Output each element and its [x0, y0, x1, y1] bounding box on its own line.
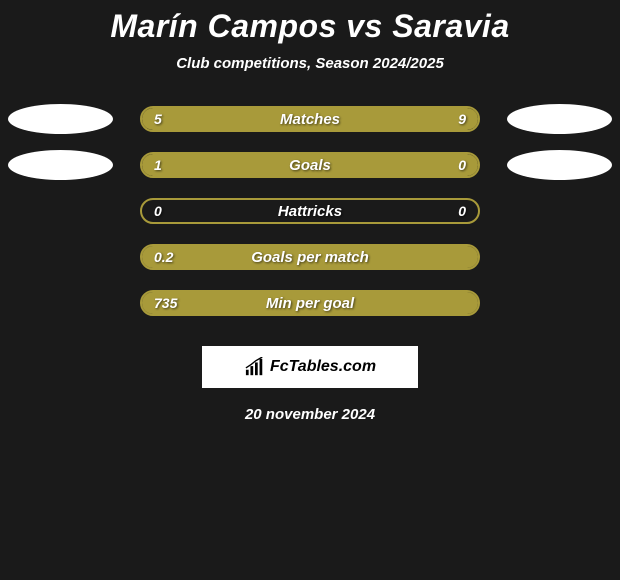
stat-bar-right	[401, 154, 478, 176]
stat-bar-track: 735Min per goal	[140, 290, 480, 316]
stat-value-right: 9	[458, 108, 466, 130]
page-title: Marín Campos vs Saravia	[0, 8, 620, 45]
stat-row: 10Goals	[0, 150, 620, 196]
player-right-ellipse	[507, 104, 612, 134]
player-left-ellipse	[8, 150, 113, 180]
stat-label: Hattricks	[142, 200, 478, 222]
stat-bar-fill	[142, 246, 478, 268]
player-left-ellipse	[8, 104, 113, 134]
stats-container: 59Matches10Goals00Hattricks0.2Goals per …	[0, 104, 620, 334]
stat-value-right: 0	[458, 154, 466, 176]
stat-row: 59Matches	[0, 104, 620, 150]
date-label: 20 november 2024	[0, 406, 620, 423]
stat-bar-track: 0 0Hattricks	[140, 198, 480, 224]
stat-bar-right	[266, 108, 478, 130]
stat-bar-left	[142, 154, 401, 176]
stat-bar-fill	[142, 292, 478, 314]
stat-bar-track: 10Goals	[140, 152, 480, 178]
fctables-logo[interactable]: FcTables.com	[202, 346, 418, 388]
stat-value-left: 0.2	[154, 246, 173, 268]
logo-text: FcTables.com	[270, 358, 376, 376]
stat-row: 0.2Goals per match	[0, 242, 620, 288]
subtitle: Club competitions, Season 2024/2025	[0, 55, 620, 72]
bar-chart-icon	[244, 357, 266, 377]
stat-bar-track: 59Matches	[140, 106, 480, 132]
stat-value-left: 735	[154, 292, 177, 314]
player-right-ellipse	[507, 150, 612, 180]
stat-row: 735Min per goal	[0, 288, 620, 334]
stat-bar-track: 0.2Goals per match	[140, 244, 480, 270]
stat-value-left: 5	[154, 108, 162, 130]
stat-row: 0 0Hattricks	[0, 196, 620, 242]
stat-value-left: 1	[154, 154, 162, 176]
stat-value-left: 0	[154, 200, 162, 222]
stat-value-right: 0	[458, 200, 466, 222]
